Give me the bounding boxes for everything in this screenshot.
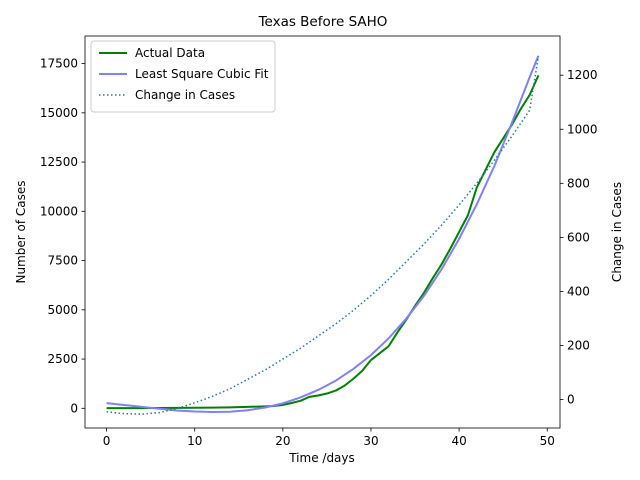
y2-tick-label: 800	[567, 176, 590, 190]
legend: Actual Data Least Square Cubic Fit Change …	[90, 40, 276, 113]
x-axis-label: Time /days	[288, 451, 355, 465]
x-tick-label: 0	[103, 434, 111, 448]
x-tick-label: 20	[275, 434, 290, 448]
y2-tick-label: 1000	[567, 122, 598, 136]
y-tick-label: 15000	[40, 106, 78, 120]
y2-axis-label: Change in Cases	[610, 182, 624, 282]
plot-frame	[84, 35, 561, 429]
x-tick-label: 30	[363, 434, 378, 448]
y-tick-label: 12500	[40, 155, 78, 169]
y-tick-label: 17500	[40, 57, 78, 71]
y2-tick-label: 1200	[567, 68, 598, 82]
y-tick-label: 7500	[47, 254, 78, 268]
y-tick-label: 10000	[40, 204, 78, 218]
series-line-2	[106, 55, 540, 414]
y-tick-label: 0	[70, 401, 78, 415]
legend-box	[90, 40, 276, 113]
series-line-3	[106, 56, 540, 415]
y-axis-label: Number of Cases	[14, 180, 28, 283]
x-tick-label: 40	[451, 434, 466, 448]
y2-tick-label: 200	[567, 339, 590, 353]
y-tick-label: 5000	[47, 303, 78, 317]
axes-layer: 0 10 20 30 40 5002500500075001000012500150001…	[40, 35, 598, 448]
series-layer	[106, 55, 540, 415]
y2-tick-label: 0	[567, 393, 575, 407]
series-line-1	[106, 74, 540, 410]
legend-label: Change in Cases	[135, 88, 235, 102]
y2-tick-label: 400	[567, 284, 590, 298]
x-tick-label: 50	[540, 434, 555, 448]
x-tick-label: 10	[187, 434, 202, 448]
y2-tick-label: 600	[567, 230, 590, 244]
legend-label: Least Square Cubic Fit	[135, 67, 269, 81]
chart-title: Texas Before SAHO	[258, 14, 388, 30]
legend-label: Actual Data	[135, 46, 205, 60]
y-tick-label: 2500	[47, 352, 78, 366]
